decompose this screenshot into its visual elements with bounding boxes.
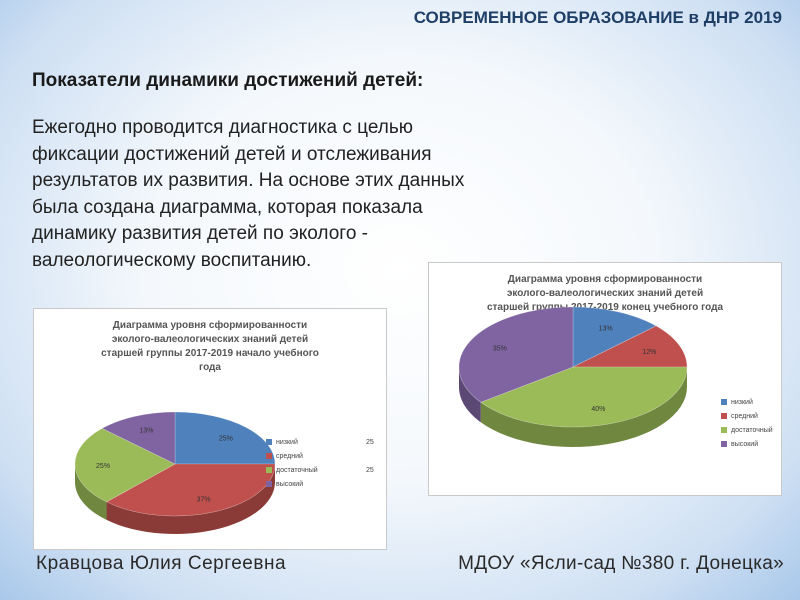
legend-label: достаточный [276, 466, 318, 474]
pie-data-label: 37% [197, 496, 211, 503]
legend-item-низкий: низкий [721, 395, 773, 409]
description-text: Ежегодно проводится диагностика с целью … [32, 117, 465, 271]
legend-item-достаточный: достаточный [721, 423, 773, 437]
pie-data-label: 25% [96, 463, 110, 470]
legend-label: низкий [276, 438, 298, 446]
chart-title-line: года [199, 362, 221, 373]
legend-label: высокий [276, 480, 304, 488]
pie-svg-start: 25% 37% 25% 13% [74, 411, 276, 534]
author-name: Кравцова Юлия Сергеевна [36, 553, 287, 574]
legend-label: средний [731, 412, 758, 420]
legend-swatch [721, 441, 727, 447]
pie-slice-низкий [174, 411, 276, 465]
pie-slice-достаточный [74, 428, 176, 503]
legend-label: средний [276, 452, 303, 460]
legend-item-высокий: высокий [721, 437, 773, 451]
pie-data-label: 13% [599, 325, 613, 332]
chart-title-end: Диаграмма уровня сформированности эколог… [429, 273, 781, 315]
legend-label: высокий [731, 440, 759, 448]
chart-title-start: Диаграмма уровня сформированности эколог… [34, 319, 386, 375]
pie-data-label: 25% [219, 436, 233, 443]
chart-title-line: Диаграмма уровня сформированности [112, 320, 308, 331]
pie-slice-средний [572, 325, 688, 368]
legend-swatch [721, 399, 727, 405]
chart-title-line: эколого-валеологических знаний детей [111, 334, 309, 345]
pie-slice-side-достаточный [75, 464, 107, 520]
chart-title-line: старшей группы 2017-2019 начало учебного [101, 348, 319, 359]
pie-chart-end-of-year: Диаграмма уровня сформированности эколог… [428, 262, 782, 496]
pie-slice-высокий [101, 411, 176, 465]
legend-item-средний: средний [266, 449, 318, 463]
page-title: Показатели динамики достижений детей: [32, 70, 424, 91]
chart-title-line: Диаграмма уровня сформированности [507, 274, 703, 285]
legend-item-средний: средний [721, 409, 773, 423]
pie-slice-достаточный [480, 366, 688, 428]
pie-data-label: 40% [591, 406, 605, 413]
pie-data-label: 13% [139, 428, 153, 435]
legend-swatch [266, 467, 272, 473]
legend-end: низкий средний достаточный высокий [721, 395, 773, 451]
chart-title-line: старшей группы 2017-2019 конец учебного … [486, 302, 724, 313]
legend-swatch [266, 439, 272, 445]
pie-slice-высокий [458, 306, 574, 403]
header-title: СОВРЕМЕННОЕ ОБРАЗОВАНИЕ в ДНР 2019 [413, 8, 782, 27]
pie-slice-side-высокий [459, 367, 481, 423]
pie-slice-низкий [572, 306, 657, 368]
legend-label: низкий [731, 398, 753, 406]
legend-swatch [266, 453, 272, 459]
legend-value: 25 [366, 438, 374, 446]
legend-item-низкий: низкий 25 [266, 435, 374, 449]
pie-slice-средний [105, 463, 276, 517]
legend-label: достаточный [731, 426, 773, 434]
organization-name: МДОУ «Ясли-сад №380 г. Донецка» [458, 553, 784, 574]
legend-item-высокий: высокий [266, 477, 318, 491]
legend-swatch [721, 413, 727, 419]
legend-swatch [266, 481, 272, 487]
pie-svg-end: 13% 12% 40% 35% [458, 306, 688, 447]
pie-chart-start-of-year: Диаграмма уровня сформированности эколог… [33, 308, 387, 550]
chart-title-line: эколого-валеологических знаний детей [506, 288, 704, 299]
pie-slice-side-средний [106, 464, 275, 534]
pie-data-label: 12% [642, 349, 656, 356]
legend-swatch [721, 427, 727, 433]
legend-item-достаточный: достаточный 25 [266, 463, 374, 477]
pie-slice-side-достаточный [480, 367, 687, 447]
legend-start: низкий 25 средний достаточный 25 высокий [266, 435, 374, 491]
legend-value: 25 [366, 466, 374, 474]
pie-data-label: 35% [493, 345, 507, 352]
